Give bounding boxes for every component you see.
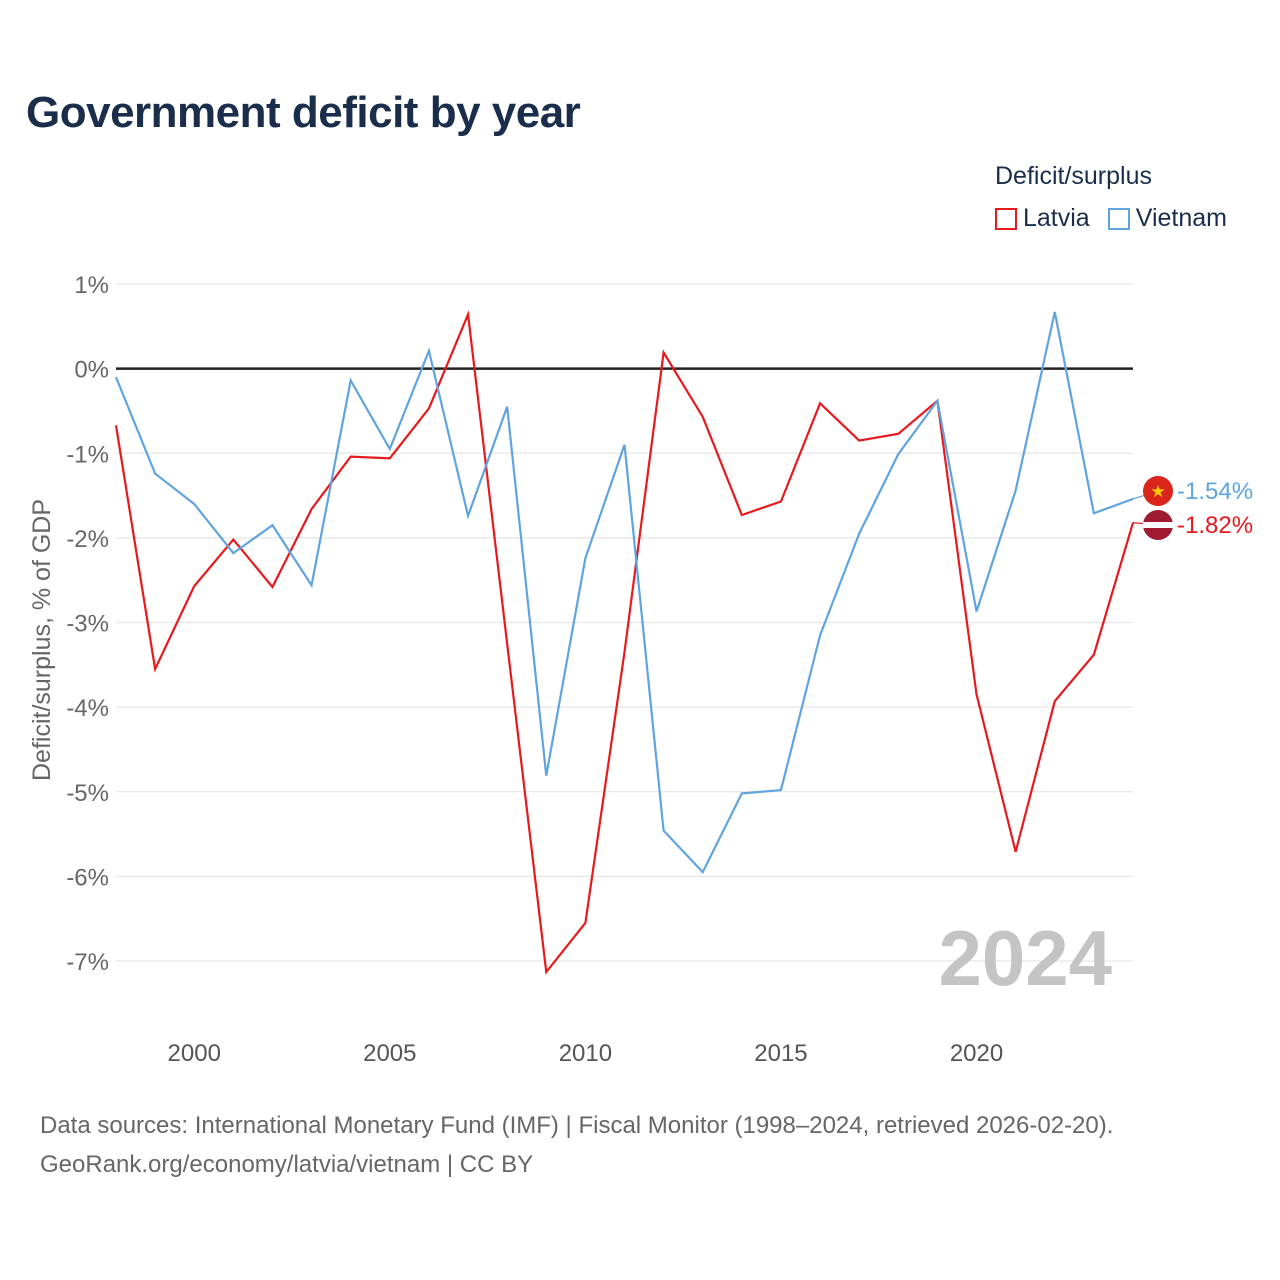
y-tick-label: 1% xyxy=(74,272,109,299)
y-tick-label: -5% xyxy=(66,780,109,807)
legend-item-vietnam[interactable]: Vietnam xyxy=(1107,204,1227,233)
series-lines xyxy=(114,310,1135,975)
x-tick-label: 2015 xyxy=(754,1040,807,1067)
source-line-1: Data sources: International Monetary Fun… xyxy=(40,1112,1114,1139)
x-tick-label: 2000 xyxy=(168,1040,221,1067)
flag-vietnam-icon: ★ xyxy=(1143,476,1173,506)
y-tick-label: -7% xyxy=(66,949,109,976)
legend-swatch-latvia xyxy=(995,207,1017,230)
y-tick-label: -3% xyxy=(66,611,109,638)
legend-label-vietnam: Vietnam xyxy=(1135,204,1227,232)
end-value-label-latvia: -1.82% xyxy=(1177,512,1253,539)
x-tick-label: 2010 xyxy=(559,1040,612,1067)
grid-lines xyxy=(116,283,1133,962)
legend-swatch-vietnam xyxy=(1107,207,1130,230)
legend-item-latvia[interactable]: Latvia xyxy=(995,204,1090,233)
end-value-label-vietnam: -1.54% xyxy=(1177,478,1253,505)
flag-circle xyxy=(1143,476,1173,506)
y-tick-label: -6% xyxy=(66,864,109,891)
y-tick-label: -1% xyxy=(66,441,109,468)
y-tick-label: -4% xyxy=(66,695,109,722)
x-tick-label: 2005 xyxy=(363,1040,416,1067)
flag-stripe xyxy=(1143,522,1173,528)
series-line-vietnam xyxy=(114,311,1134,875)
source-line-2[interactable]: GeoRank.org/economy/latvia/vietnam | CC … xyxy=(40,1151,534,1178)
y-tick-labels: 1% 0% -1% -2% -3% -4% -5% -6% -7% xyxy=(66,272,109,976)
line-chart: 1%0%-1%-2%-3%-4%-5%-6%-7% 2000 2005 2010 20… xyxy=(28,272,1253,1067)
chart-title: Government deficit by year xyxy=(26,88,581,137)
x-tick-label: 2020 xyxy=(950,1040,1003,1067)
y-axis-label: Deficit/surplus, % of GDP xyxy=(28,499,56,781)
series-line-latvia xyxy=(114,310,1135,975)
legend-label-latvia: Latvia xyxy=(1023,204,1090,232)
y-tick-label: 0% xyxy=(74,357,109,384)
year-watermark: 2024 xyxy=(938,914,1112,1002)
y-tick-label: -2% xyxy=(66,526,109,553)
flag-star: ★ xyxy=(1150,482,1165,501)
series-endpoints: -1.82% ★ -1.54% xyxy=(1132,476,1253,540)
source-note: Data sources: International Monetary Fun… xyxy=(40,1106,1113,1184)
legend: Latvia Vietnam xyxy=(995,204,1245,233)
legend-title: Deficit/surplus xyxy=(995,162,1152,190)
x-tick-labels: 2000 2005 2010 2015 2020 xyxy=(168,1040,1004,1067)
flag-latvia-icon xyxy=(1143,510,1173,540)
